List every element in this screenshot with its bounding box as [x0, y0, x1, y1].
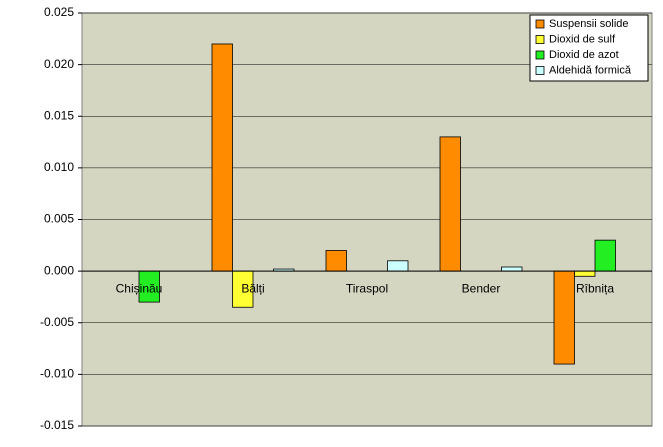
legend-label: Suspensii solide: [549, 18, 629, 30]
y-tick-label: -0.015: [40, 418, 74, 432]
x-tick-label: Tiraspol: [346, 281, 388, 295]
legend-swatch: [535, 66, 545, 75]
bar: [325, 250, 347, 272]
y-tick-label: 0.015: [44, 108, 74, 122]
bar: [501, 266, 523, 272]
legend-label: Dioxid de azot: [549, 49, 619, 61]
y-tick-label: 0.010: [44, 160, 74, 174]
bar: [594, 239, 616, 272]
legend-swatch: [535, 35, 545, 44]
y-tick-label: -0.010: [40, 367, 74, 381]
x-tick-label: Bălți: [241, 281, 264, 295]
bar: [574, 270, 596, 277]
legend-swatch: [535, 50, 545, 60]
legend: Suspensii solide Dioxid de sulf Dioxid de …: [529, 14, 649, 82]
y-tick-label: 0.025: [44, 5, 74, 19]
legend-box: [529, 14, 649, 82]
y-tick-label: 0.005: [44, 212, 74, 226]
legend-label: Dioxid de sulf: [549, 33, 616, 45]
bar: [211, 43, 233, 272]
bar: [387, 260, 409, 272]
bar: [439, 136, 461, 272]
y-tick-label: 0.000: [44, 263, 74, 277]
legend-label: Aldehidă formică: [549, 64, 632, 76]
x-tick-label: Rîbnița: [576, 281, 614, 295]
bar: [553, 270, 575, 365]
y-tick-label: 0.020: [44, 57, 74, 71]
x-tick-label: Bender: [462, 281, 501, 295]
legend-swatch: [535, 19, 545, 29]
y-tick-label: -0.005: [40, 315, 74, 329]
x-tick-label: Chișinău: [116, 281, 163, 295]
